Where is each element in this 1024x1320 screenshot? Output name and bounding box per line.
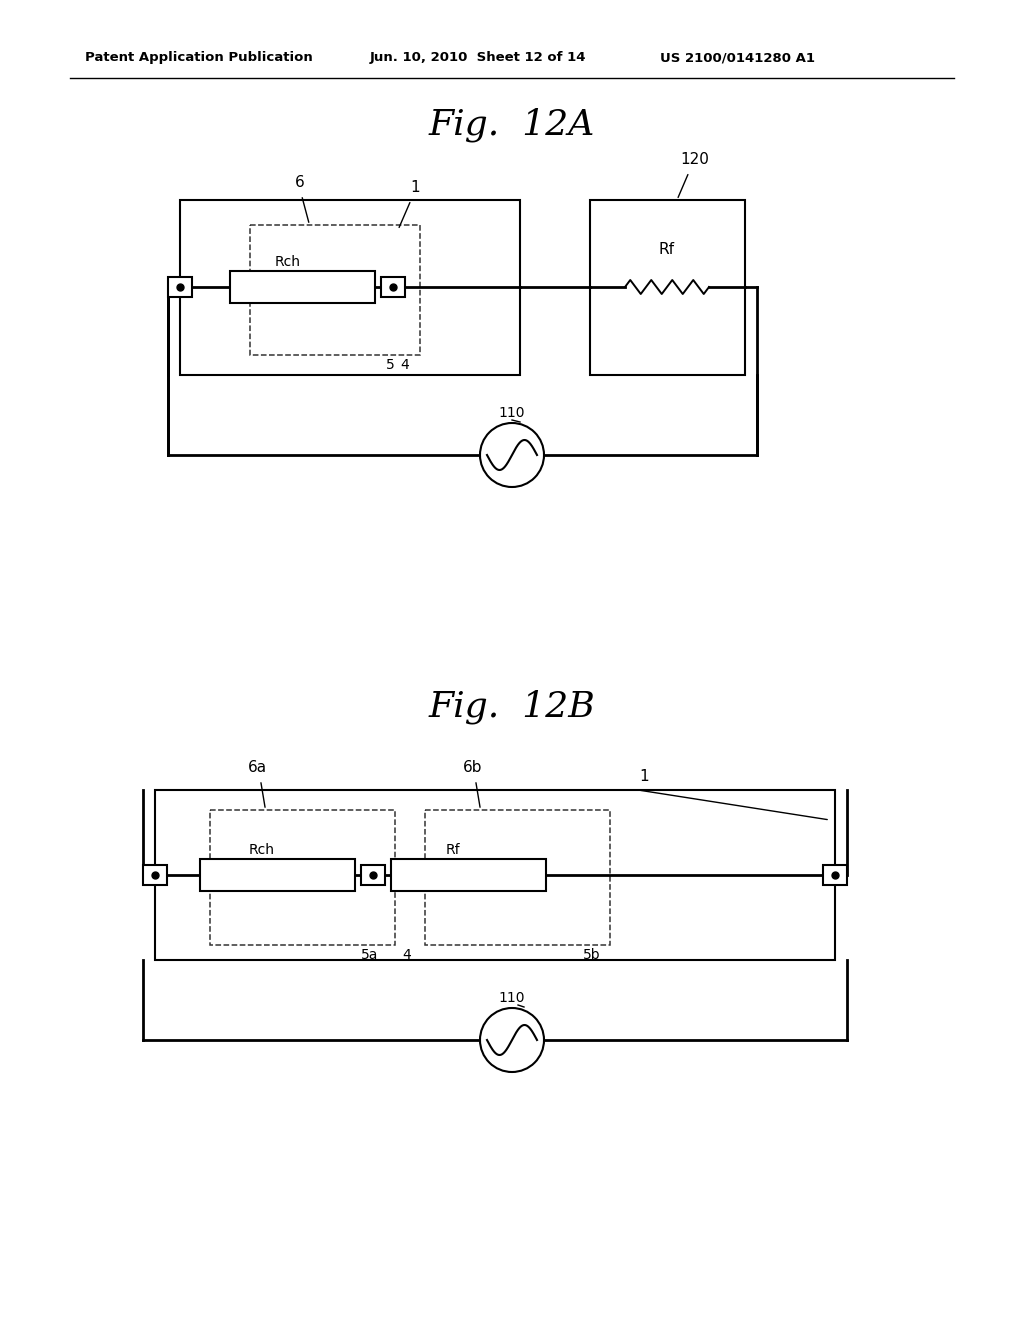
Bar — [823, 865, 847, 884]
Text: Fig.  12A: Fig. 12A — [429, 108, 595, 143]
Text: US 2100/0141280 A1: US 2100/0141280 A1 — [660, 51, 815, 65]
Bar — [250, 224, 420, 355]
Text: Rf: Rf — [445, 843, 461, 857]
Text: Fig.  12B: Fig. 12B — [429, 690, 595, 725]
Text: Rf: Rf — [659, 242, 675, 257]
Text: 4: 4 — [402, 948, 412, 962]
Bar — [155, 789, 835, 960]
Text: 4: 4 — [400, 358, 410, 372]
Text: 1: 1 — [411, 180, 420, 195]
Bar — [230, 271, 375, 304]
Text: 110: 110 — [499, 991, 525, 1005]
Text: Rch: Rch — [275, 255, 301, 269]
Bar — [391, 859, 546, 891]
Text: 6b: 6b — [463, 760, 482, 775]
Text: 5: 5 — [386, 358, 394, 372]
Bar — [425, 810, 610, 945]
Text: 120: 120 — [681, 152, 710, 168]
Bar — [381, 277, 406, 297]
Text: 6a: 6a — [248, 760, 267, 775]
Text: 1: 1 — [639, 770, 649, 784]
Bar — [590, 201, 745, 375]
Text: 110: 110 — [499, 407, 525, 420]
Text: Jun. 10, 2010  Sheet 12 of 14: Jun. 10, 2010 Sheet 12 of 14 — [370, 51, 587, 65]
Bar — [210, 810, 395, 945]
Text: Patent Application Publication: Patent Application Publication — [85, 51, 312, 65]
Bar — [168, 277, 193, 297]
Bar — [361, 865, 385, 884]
Text: 5a: 5a — [361, 948, 379, 962]
Circle shape — [480, 422, 544, 487]
Text: 6: 6 — [295, 176, 304, 190]
Text: Rch: Rch — [249, 843, 275, 857]
Text: 5b: 5b — [584, 948, 601, 962]
Bar — [180, 201, 520, 375]
Circle shape — [480, 1008, 544, 1072]
Bar — [200, 859, 355, 891]
Bar — [143, 865, 167, 884]
